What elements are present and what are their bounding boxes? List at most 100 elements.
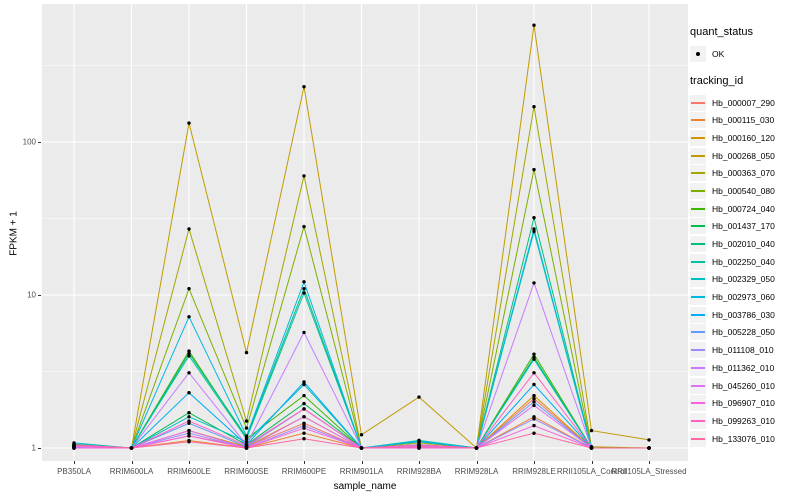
series-color-line-icon xyxy=(691,349,705,352)
legend-entry: Hb_045260_010 xyxy=(690,377,798,395)
data-point xyxy=(302,431,306,435)
legend-entry-label: Hb_002973_060 xyxy=(712,292,775,303)
legend-entry-label: Hb_000115_030 xyxy=(712,115,775,126)
legend-entry: Hb_000363_070 xyxy=(690,164,798,182)
series-color-line-icon xyxy=(691,225,705,228)
legend-entry-label: Hb_045260_010 xyxy=(712,380,775,391)
series-color-line-icon xyxy=(691,384,705,387)
legend-entry-label: Hb_000007_290 xyxy=(712,97,775,108)
data-point xyxy=(417,445,421,449)
legend-entry: Hb_011108_010 xyxy=(690,341,798,359)
data-point xyxy=(187,431,191,435)
x-tick-label: RRIM600SE xyxy=(224,467,269,476)
x-tick-mark xyxy=(189,461,190,464)
x-tick-mark xyxy=(419,461,420,464)
legend-entry-label: OK xyxy=(712,48,725,59)
data-point xyxy=(187,440,191,444)
legend-key-box xyxy=(690,200,706,217)
legend-entry-label: Hb_005228_050 xyxy=(712,327,775,338)
legend-entry-label: Hb_002010_040 xyxy=(712,239,775,250)
data-point xyxy=(187,351,191,356)
data-point xyxy=(302,291,306,295)
legend-entry: Hb_003786_030 xyxy=(690,306,798,324)
data-point xyxy=(359,446,364,450)
data-point xyxy=(532,423,536,428)
legend-entry-label: Hb_099263_010 xyxy=(712,415,775,426)
x-tick-mark xyxy=(246,461,248,464)
data-point xyxy=(302,437,306,441)
data-point xyxy=(302,224,306,229)
legend-entry: Hb_000007_290 xyxy=(690,94,798,112)
legend-key-box xyxy=(690,342,706,359)
data-point xyxy=(302,330,306,335)
y-tick-label: 10 xyxy=(27,290,36,300)
data-point xyxy=(187,121,191,125)
data-point xyxy=(187,287,191,291)
legend: quant_status OK tracking_id Hb_000007_29… xyxy=(690,26,798,459)
x-tick-mark xyxy=(649,461,650,464)
series-color-line-icon xyxy=(691,207,705,210)
legend-entry: Hb_002973_060 xyxy=(690,288,798,306)
data-point xyxy=(244,437,249,441)
data-point xyxy=(302,407,306,411)
series-color-line-icon xyxy=(691,313,705,316)
x-tick-label: RRIM928LE xyxy=(512,467,556,476)
legend-quant-status-title: quant_status xyxy=(690,26,753,38)
x-tick-mark xyxy=(74,461,75,464)
legend-entry-label: Hb_096907_010 xyxy=(712,398,775,409)
data-point xyxy=(187,428,191,433)
legend-entry-label: Hb_001437_170 xyxy=(712,221,775,232)
legend-entry: Hb_133076_010 xyxy=(690,430,798,448)
x-tick-label: PB350LA xyxy=(57,467,91,476)
legend-entry-label: Hb_000363_070 xyxy=(712,168,775,179)
x-tick-label: RRIM901LA xyxy=(339,467,384,476)
legend-entry: Hb_002329_050 xyxy=(690,271,798,289)
x-axis-title: sample_name xyxy=(333,481,397,492)
legend-quant-status: quant_status OK xyxy=(690,26,798,63)
data-point xyxy=(72,443,76,447)
series-color-line-icon xyxy=(691,119,705,122)
data-point xyxy=(532,229,536,234)
data-point xyxy=(187,371,191,375)
data-point xyxy=(187,434,191,438)
legend-key-box xyxy=(690,271,706,288)
x-tick-label: RRIM600LE xyxy=(167,467,211,476)
series-color-line-icon xyxy=(691,419,705,422)
data-point xyxy=(532,403,536,408)
data-point xyxy=(532,105,536,109)
data-point xyxy=(244,434,249,438)
data-point xyxy=(187,391,191,395)
legend-entry-label: Hb_000540_080 xyxy=(712,185,775,196)
y-tick-label: 100 xyxy=(22,137,36,147)
data-point xyxy=(647,438,651,442)
legend-key-box xyxy=(690,324,706,341)
y-tick-mark xyxy=(38,142,41,143)
series-color-line-icon xyxy=(691,189,705,192)
data-point xyxy=(244,440,249,444)
data-point xyxy=(244,446,249,450)
data-point xyxy=(532,431,536,435)
data-point xyxy=(302,280,306,284)
data-point xyxy=(187,411,191,415)
x-tick-label: RRIM600LA xyxy=(109,467,154,476)
data-point xyxy=(302,415,306,419)
legend-key-box xyxy=(690,395,706,412)
data-point xyxy=(302,85,306,89)
y-tick-mark xyxy=(38,448,41,449)
x-tick-mark xyxy=(476,461,478,464)
legend-key-box xyxy=(690,165,706,182)
legend-key-box xyxy=(690,306,706,323)
data-point xyxy=(244,443,249,448)
legend-key-box xyxy=(690,359,706,376)
data-point xyxy=(359,433,364,437)
legend-entry: Hb_001437_170 xyxy=(690,218,798,236)
data-point xyxy=(302,423,306,428)
data-point xyxy=(532,397,536,401)
legend-entry-label: Hb_000160_120 xyxy=(712,132,775,143)
data-point xyxy=(532,357,536,361)
plot-panel xyxy=(42,4,688,461)
legend-key-box xyxy=(690,45,706,62)
data-point xyxy=(647,446,651,450)
data-point xyxy=(302,382,306,387)
legend-entry-label: Hb_003786_030 xyxy=(712,309,775,320)
